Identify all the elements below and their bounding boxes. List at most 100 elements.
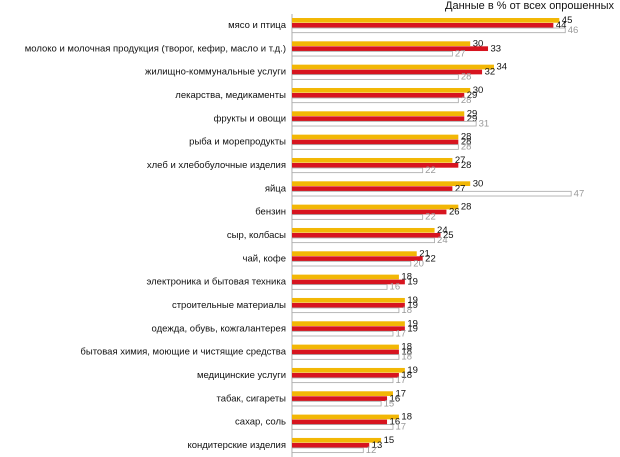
bar-series-1 [292, 274, 399, 280]
value-label-series-2: 19 [407, 300, 418, 311]
bar-series-2 [292, 69, 483, 75]
bar-series-2 [292, 139, 459, 145]
bar-series-1 [292, 321, 405, 326]
bar-series-1 [292, 251, 417, 256]
value-label-series-2: 13 [372, 440, 383, 451]
value-label-series-1: 15 [384, 435, 395, 446]
value-label-series-2: 25 [443, 230, 454, 241]
value-label-series-2: 16 [390, 393, 401, 404]
value-label-series-2: 32 [485, 67, 496, 78]
bar-series-2 [292, 116, 465, 122]
bar-series-2 [292, 232, 441, 238]
chart-title: Данные в % от всех опрошенных [445, 0, 614, 12]
bar-series-2 [292, 256, 423, 261]
bar-series-1 [292, 414, 399, 420]
bar-series-2 [292, 186, 453, 192]
value-label-series-1: 28 [461, 132, 472, 143]
bar-series-3 [291, 284, 388, 290]
value-label-series-1: 34 [496, 62, 507, 73]
value-label-series-2: 27 [455, 183, 466, 194]
bar-series-3 [291, 190, 572, 197]
category-label: медицинские услуги [197, 370, 286, 381]
bar-series-2 [292, 326, 405, 331]
value-label-series-3: 28 [461, 142, 472, 153]
category-label: яйца [265, 183, 287, 194]
category-label: бензин [255, 207, 286, 218]
value-label-series-1: 18 [401, 412, 412, 423]
value-label-series-1: 19 [407, 365, 418, 376]
bar-series-3 [291, 237, 435, 244]
bar-series-1 [292, 134, 459, 140]
value-label-series-3: 22 [425, 212, 436, 223]
bar-series-3 [291, 144, 459, 150]
category-label: сахар, соль [235, 417, 286, 428]
bar-series-2 [292, 349, 399, 355]
value-label-series-1: 30 [473, 85, 484, 96]
bar-series-3 [291, 424, 394, 430]
bar-series-2 [292, 396, 388, 401]
value-label-series-3: 24 [437, 235, 448, 246]
value-label-series-3: 28 [461, 95, 472, 106]
value-label-series-3: 22 [425, 165, 436, 176]
bar-series-3 [291, 447, 364, 454]
category-label: электроника и бытовая техника [146, 277, 286, 288]
value-label-series-1: 18 [401, 342, 412, 353]
category-label: бытовая химия, моющие и чистящие средств… [80, 347, 286, 358]
bar-series-3 [291, 167, 424, 174]
bar-series-3 [291, 377, 394, 384]
category-label: чай, кофе [243, 253, 286, 264]
bar-series-3 [291, 330, 394, 337]
value-label-series-3: 18 [401, 352, 412, 363]
value-label-series-1: 18 [401, 272, 412, 283]
value-label-series-1: 45 [562, 15, 573, 26]
value-label-series-1: 29 [467, 108, 478, 119]
bar-series-1 [292, 367, 405, 373]
bar-series-3 [291, 400, 382, 407]
value-label-series-3: 17 [395, 375, 406, 386]
bar-series-3 [291, 50, 453, 57]
bar-series-3 [291, 354, 400, 360]
bar-series-2 [292, 162, 459, 168]
bar-series-2 [292, 92, 465, 98]
value-label-series-2: 26 [449, 207, 460, 218]
category-label: сыр, колбасы [227, 230, 286, 241]
value-label-series-2: 18 [401, 347, 412, 358]
bar-series-3 [291, 260, 412, 267]
value-label-series-3: 47 [574, 188, 585, 199]
bar-series-3 [291, 307, 400, 314]
value-label-series-2: 19 [407, 277, 418, 288]
value-label-series-2: 22 [425, 253, 436, 264]
bar-series-1 [292, 437, 382, 443]
bar-series-3 [291, 74, 459, 80]
bar-series-2 [292, 372, 399, 378]
category-label: жилищно-коммунальные услуги [145, 67, 286, 78]
bar-series-1 [292, 344, 399, 350]
value-label-series-1: 30 [473, 178, 484, 189]
value-label-series-1: 19 [407, 318, 418, 329]
value-label-series-1: 30 [473, 38, 484, 49]
value-label-series-1: 21 [419, 248, 430, 259]
bar-series-2 [292, 419, 388, 425]
bar-series-1 [292, 204, 459, 210]
bar-series-1 [292, 87, 471, 93]
value-label-series-1: 28 [461, 202, 472, 213]
value-label-series-3: 18 [401, 305, 412, 316]
category-label: строительные материалы [172, 300, 286, 311]
bar-series-3 [291, 97, 459, 104]
bar-series-3 [291, 214, 424, 220]
value-label-series-3: 17 [395, 328, 406, 339]
value-label-series-1: 17 [395, 388, 406, 399]
category-label: мясо и птица [228, 20, 287, 31]
value-label-series-2: 33 [491, 43, 502, 54]
value-label-series-3: 31 [479, 118, 490, 129]
bar-series-2 [292, 23, 554, 28]
category-label: лекарства, медикаменты [175, 90, 286, 101]
bar-series-3 [291, 27, 566, 34]
value-label-series-1: 27 [455, 155, 466, 166]
bar-series-1 [292, 18, 560, 23]
value-label-series-3: 46 [568, 25, 579, 36]
bar-series-1 [292, 111, 465, 117]
category-label: табак, сигареты [217, 393, 287, 404]
category-label: рыба и морепродукты [189, 137, 286, 148]
bar-series-2 [292, 46, 489, 52]
